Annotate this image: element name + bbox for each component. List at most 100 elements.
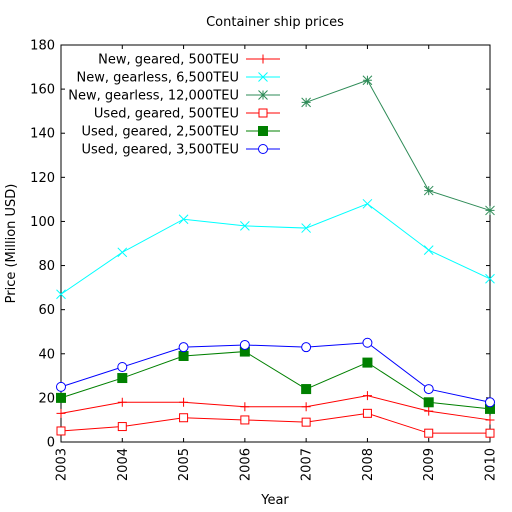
data-point: [117, 397, 127, 407]
y-tick-label: 80: [38, 259, 55, 274]
series-line: [60, 395, 491, 421]
data-point: [240, 415, 250, 425]
data-point: [301, 384, 312, 395]
x-tick-label: 2010: [484, 448, 499, 481]
series-line: [305, 79, 491, 211]
data-point: [362, 357, 373, 368]
legend-item: Used, geared, 500TEU: [94, 107, 280, 122]
data-point: [178, 350, 189, 361]
data-point: [56, 392, 66, 403]
legend-item: New, geared, 500TEU: [98, 53, 280, 68]
x-axis-title: Year: [260, 493, 289, 508]
data-point: [56, 426, 66, 436]
y-tick-label: 160: [30, 83, 55, 98]
x-tick-label: 2005: [177, 448, 192, 481]
data-point: [485, 428, 495, 438]
legend-marker: [258, 126, 268, 136]
data-point: [423, 185, 434, 196]
y-axis-title: Price (Million USD): [4, 184, 19, 304]
data-point: [424, 428, 434, 438]
data-point: [56, 408, 66, 418]
data-point: [362, 408, 372, 418]
legend-label: New, gearless, 6,500TEU: [77, 71, 240, 86]
legend-label: Used, geared, 3,500TEU: [82, 143, 239, 158]
y-tick-label: 120: [30, 171, 55, 186]
legend-label: New, geared, 500TEU: [98, 53, 239, 68]
data-point: [117, 362, 128, 373]
data-point: [117, 422, 127, 432]
data-point: [424, 406, 434, 416]
legend-label: Used, geared, 500TEU: [94, 107, 239, 122]
legend-item: Used, geared, 2,500TEU: [82, 125, 280, 140]
data-point: [301, 223, 311, 233]
data-point: [301, 97, 311, 108]
series-5: [56, 337, 495, 408]
data-point: [56, 289, 66, 300]
y-tick-label: 40: [38, 347, 55, 362]
legend-label: New, gearless, 12,000TEU: [68, 89, 239, 104]
series-layer: [56, 75, 495, 438]
data-point: [56, 381, 66, 392]
plot-area-frame: [60, 44, 491, 443]
data-point: [117, 373, 128, 384]
x-tick-label: 2007: [300, 448, 315, 481]
data-point: [485, 415, 495, 425]
data-point: [423, 397, 434, 408]
legend-marker: [258, 54, 268, 64]
legend-marker: [258, 144, 268, 154]
series-4: [56, 346, 495, 414]
x-tick-label: 2003: [55, 448, 70, 481]
x-axis: 2003 2004 2005 2006 2007 2008 2009 2010: [55, 45, 499, 481]
series-3: [56, 408, 495, 438]
data-point: [301, 417, 311, 427]
legend-item: New, gearless, 6,500TEU: [77, 71, 280, 86]
y-tick-label: 20: [38, 391, 55, 406]
series-line: [60, 412, 490, 434]
data-point: [239, 339, 250, 350]
y-tick-label: 180: [30, 39, 55, 54]
y-tick-label: 100: [30, 215, 55, 230]
y-axis: 0 20 40 60 80 100 120 140 160 180: [30, 39, 490, 451]
data-point: [362, 391, 372, 401]
series-line: [60, 342, 491, 403]
y-tick-label: 0: [47, 436, 55, 451]
data-point: [178, 214, 189, 225]
data-point: [240, 402, 250, 412]
series-line: [60, 351, 491, 410]
data-point: [423, 245, 434, 255]
series-2: [301, 75, 495, 216]
x-tick-label: 2009: [422, 448, 437, 481]
legend-item: New, gearless, 12,000TEU: [68, 89, 280, 104]
data-point: [117, 247, 128, 258]
data-point: [485, 397, 495, 408]
y-tick-label: 140: [30, 127, 55, 142]
data-point: [179, 397, 189, 407]
data-point: [362, 198, 373, 209]
x-tick-label: 2008: [361, 448, 376, 481]
data-point: [362, 337, 373, 348]
chart-title: Container ship prices: [206, 15, 344, 30]
y-tick-label: 60: [38, 303, 55, 318]
legend: New, geared, 500TEU New, gearless, 6,500T…: [68, 53, 280, 158]
data-point: [301, 342, 312, 353]
data-point: [301, 402, 311, 412]
legend-item: Used, geared, 3,500TEU: [82, 143, 280, 158]
data-point: [485, 205, 495, 216]
data-point: [485, 273, 495, 284]
legend-marker: [258, 90, 268, 100]
data-point: [178, 342, 189, 353]
x-tick-label: 2004: [116, 448, 131, 481]
series-0: [56, 391, 495, 425]
legend-marker: [258, 108, 268, 118]
series-line: [60, 203, 491, 295]
data-point: [423, 384, 434, 395]
x-tick-label: 2006: [238, 448, 253, 481]
data-point: [362, 75, 373, 86]
series-1: [56, 198, 495, 300]
legend-marker: [258, 72, 268, 82]
data-point: [240, 221, 250, 231]
legend-label: Used, geared, 2,500TEU: [82, 125, 239, 140]
data-point: [179, 413, 189, 423]
